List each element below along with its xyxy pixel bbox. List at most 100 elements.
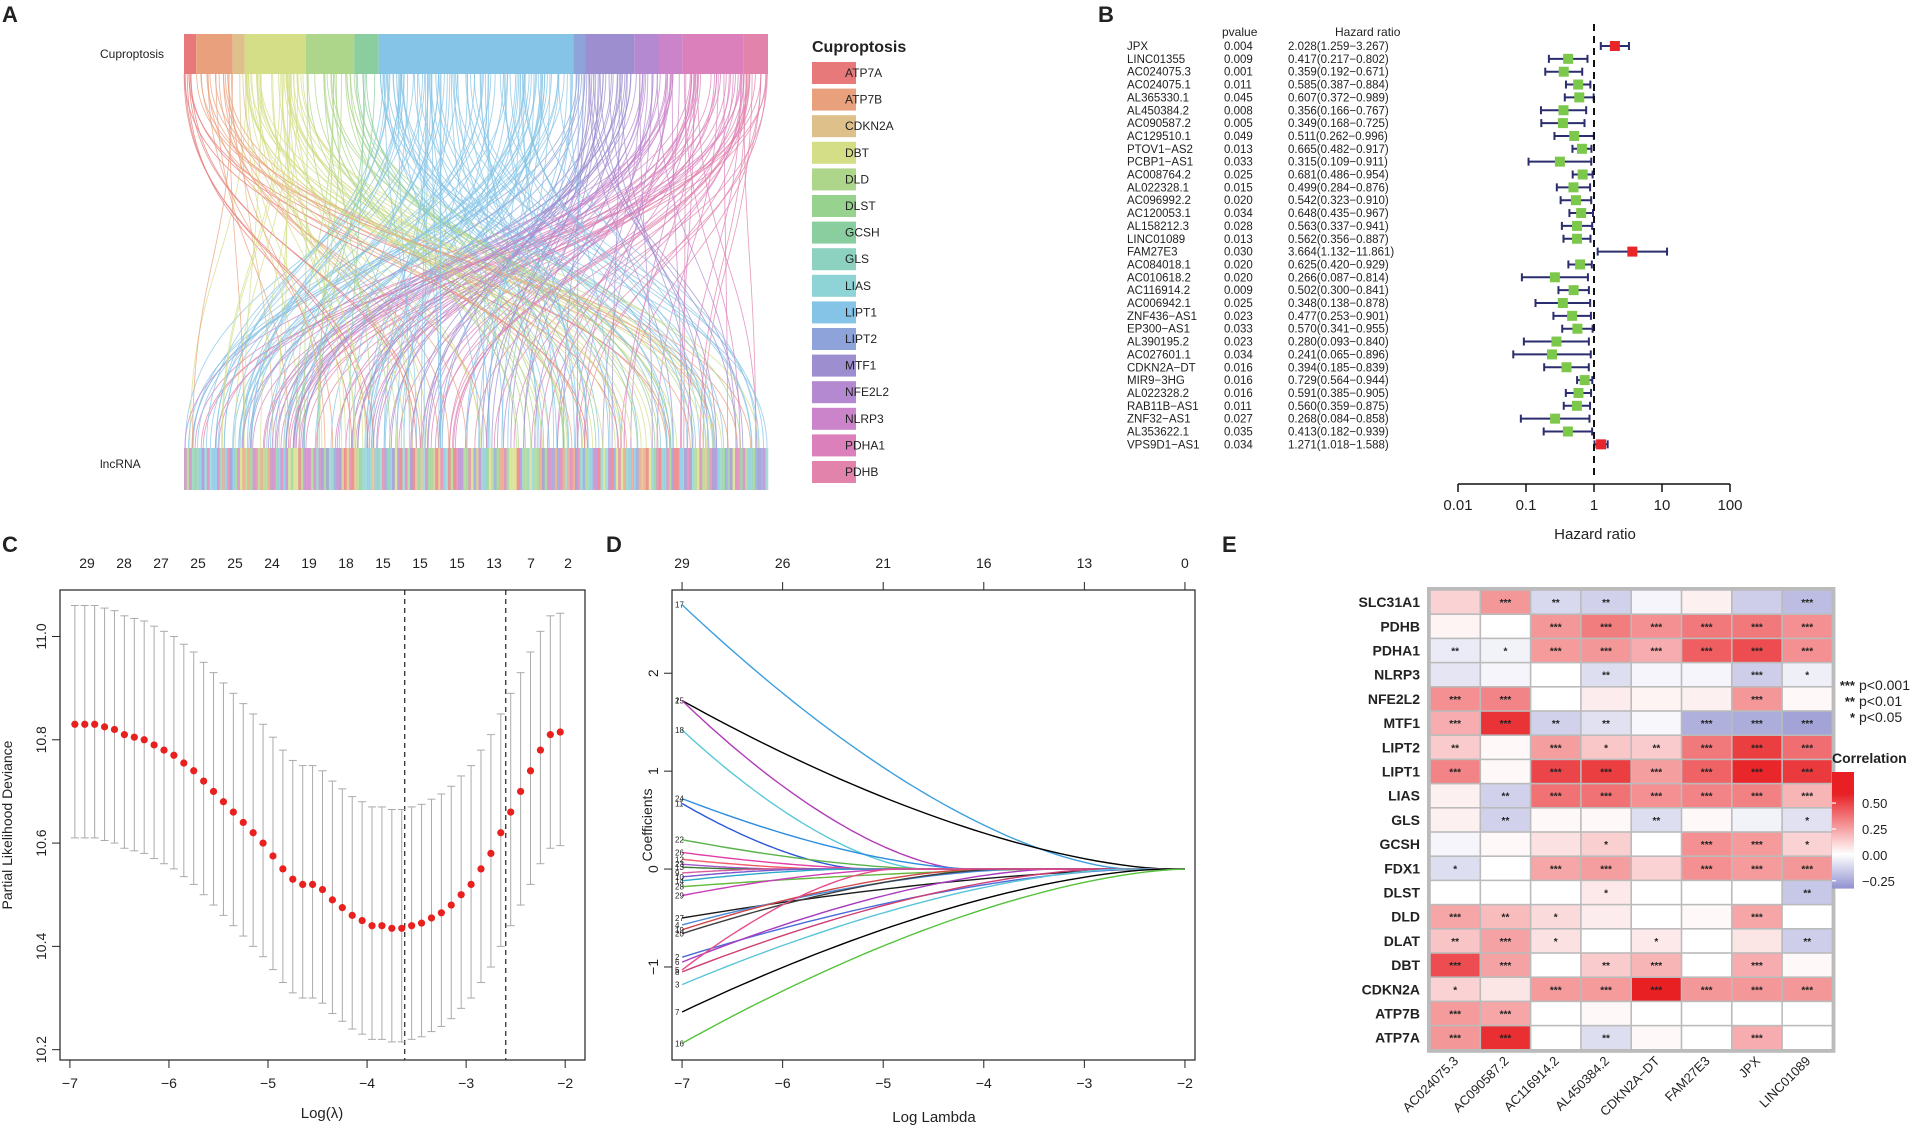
sankey-lncrna-node — [651, 448, 655, 490]
sankey-lncrna-node — [321, 448, 324, 490]
sankey-lncrna-node — [455, 448, 459, 490]
sankey-lncrna-node — [440, 448, 444, 490]
sankey-lncrna-node — [343, 448, 347, 490]
sankey-lncrna-node — [316, 448, 319, 490]
heatmap-cell — [1581, 905, 1631, 928]
sankey-link — [192, 73, 233, 449]
forest-row-hr-text: 0.348(0.138−0.878) — [1288, 298, 1389, 310]
colorbar-step — [1832, 833, 1854, 837]
sankey-lncrna-node — [415, 448, 418, 490]
sankey-lncrna-node — [597, 448, 601, 490]
forest-row-hr-text: 0.570(0.341−0.955) — [1288, 324, 1389, 336]
sankey-lncrna-node — [653, 448, 657, 490]
heatmap-cell — [1782, 639, 1832, 662]
heatmap-cell — [1682, 978, 1731, 1001]
heatmap-row-label: PDHA1 — [1373, 643, 1421, 659]
heatmap-star: *** — [1801, 864, 1813, 875]
sankey-node-lipt2 — [573, 34, 586, 74]
forest-point — [1558, 66, 1569, 77]
sankey-lncrna-node — [595, 448, 599, 490]
sankey-link — [687, 73, 742, 449]
colorbar-step — [1832, 876, 1854, 879]
heatmap-cell — [1632, 929, 1681, 953]
sankey-lncrna-node — [623, 448, 627, 490]
heatmap-row-label: DBT — [1391, 957, 1420, 973]
heatmap-cell — [1581, 808, 1631, 832]
sankey-lncrna-node — [506, 448, 510, 490]
heatmap-cell — [1531, 905, 1581, 928]
colorbar-step — [1832, 802, 1854, 806]
sankey-node-atp7a — [184, 34, 197, 74]
heatmap-cell — [1782, 905, 1832, 928]
sankey-lncrna-node — [387, 448, 390, 490]
c-point — [507, 808, 515, 816]
sankey-lncrna-node — [427, 448, 431, 490]
forest-row-hr-text: 1.271(1.018−1.588) — [1288, 439, 1389, 451]
forest-row-pvalue: 0.011 — [1224, 401, 1252, 413]
heatmap-star: *** — [1801, 647, 1813, 658]
sankey-link — [303, 73, 430, 449]
heatmap-cell — [1782, 711, 1832, 735]
d-xlabel: Log Lambda — [892, 1109, 976, 1126]
heatmap-cell — [1430, 929, 1480, 953]
c-point — [150, 741, 158, 749]
d-x-tick-label: −6 — [775, 1075, 791, 1091]
forest-row-pvalue: 0.028 — [1224, 221, 1253, 233]
heatmap-star: *** — [1651, 792, 1663, 803]
heatmap-star: *** — [1550, 792, 1562, 803]
heatmap-cell — [1581, 590, 1631, 614]
c-point — [289, 875, 297, 883]
forest-col-pvalue: pvalue — [1222, 25, 1258, 39]
c-point — [447, 901, 455, 909]
forest-row-name: EP300−AS1 — [1127, 324, 1190, 336]
colorbar-step — [1832, 872, 1854, 876]
heatmap-cell — [1732, 663, 1782, 686]
forest-row-hr-text: 0.542(0.323−0.910) — [1288, 195, 1389, 207]
heatmap-star: *** — [1500, 961, 1512, 972]
plot-frame-c — [59, 589, 586, 1061]
heatmap-cell — [1581, 760, 1631, 783]
sankey-lncrna-node — [280, 448, 284, 490]
sankey-link — [496, 73, 619, 449]
c-point — [477, 865, 485, 873]
sankey-lncrna-node — [310, 448, 314, 490]
c-point — [457, 891, 465, 899]
sankey-lncrna-node — [217, 448, 220, 490]
sankey-lncrna-node — [656, 448, 660, 490]
sankey-lncrna-node — [374, 448, 378, 490]
heatmap-cell — [1782, 615, 1832, 638]
heatmap-cell — [1481, 760, 1530, 783]
heatmap-cell — [1531, 857, 1581, 880]
legend-swatch-lipt2 — [812, 328, 856, 350]
sankey-node-cdkn2a — [232, 34, 245, 74]
forest-row-hr-text: 3.664(1.132−11.861) — [1288, 247, 1394, 259]
sankey-link — [197, 73, 552, 449]
forest-point — [1568, 285, 1579, 296]
sankey-lncrna-node — [417, 448, 421, 490]
sankey-lncrna-node — [399, 448, 403, 490]
heatmap-star: *** — [1801, 743, 1813, 754]
forest-point — [1570, 195, 1581, 206]
heatmap-star: *** — [1500, 1034, 1512, 1045]
sankey-link — [743, 73, 757, 449]
sankey-link — [386, 73, 545, 449]
sankey-node-pdhb — [743, 34, 768, 74]
c-point — [318, 885, 327, 894]
heatmap-cell — [1782, 978, 1832, 1001]
sankey-lncrna-node — [610, 448, 614, 490]
heatmap-star: *** — [1801, 598, 1813, 609]
sankey-link — [302, 73, 586, 449]
heatmap-star: *** — [1500, 937, 1512, 948]
c-point — [110, 725, 119, 734]
sankey-link — [589, 73, 737, 449]
heatmap-cell — [1481, 1026, 1530, 1049]
forest-point — [1561, 362, 1572, 373]
sankey-lncrna-node — [729, 448, 733, 490]
colorbar-step — [1832, 818, 1854, 821]
forest-row-name: AC027601.1 — [1127, 349, 1191, 361]
d-path-22 — [681, 839, 1185, 870]
heatmap-cell — [1531, 929, 1581, 953]
legend-swatch-gls — [812, 248, 856, 271]
d-path-label: 8 — [675, 968, 680, 977]
sankey-link — [383, 73, 520, 449]
